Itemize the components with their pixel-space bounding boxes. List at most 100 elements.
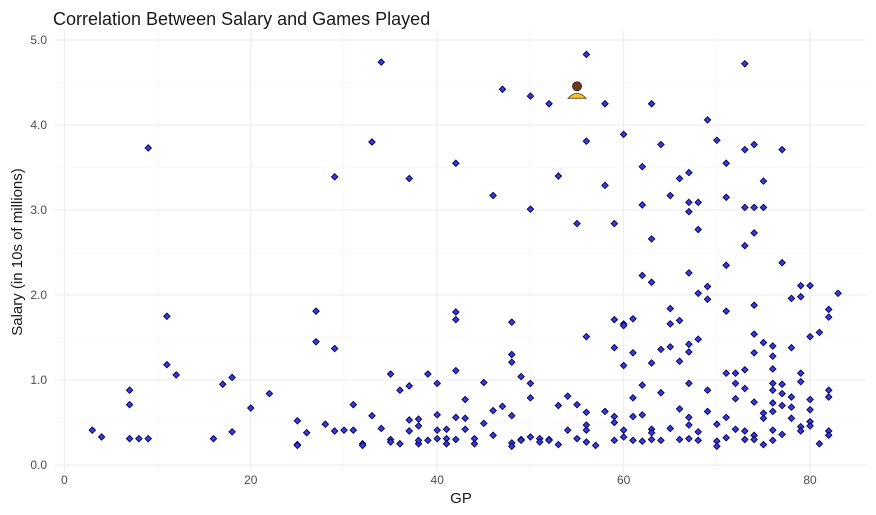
avatar-head [572,81,582,92]
data-point [750,140,758,149]
x-tick-label: 40 [431,473,445,487]
data-point [414,422,423,430]
data-point [396,386,404,395]
data-points [88,50,842,451]
data-point [787,393,796,401]
data-point [740,203,749,212]
data-point [657,388,665,397]
data-point [433,426,442,434]
data-point [685,340,693,349]
data-point [601,181,609,190]
data-point [526,433,535,441]
y-tick-labels: 0.0 1.0 2.0 3.0 4.0 5.0 [30,33,47,472]
data-point [703,295,712,304]
data-point [396,439,404,448]
data-point [330,173,339,181]
data-point [694,289,703,298]
data-point [405,427,414,435]
data-point [573,434,581,443]
data-point [750,203,758,212]
data-point [582,332,591,341]
x-tick-label: 20 [244,473,258,487]
data-point [638,411,647,419]
data-point [507,358,516,366]
data-point [563,426,572,434]
data-point [507,442,516,451]
data-point [759,203,768,212]
data-point [815,439,824,448]
data-point [489,431,497,440]
data-point [209,434,218,443]
x-tick-label: 80 [803,473,817,487]
data-point [526,92,535,100]
data-point [591,441,600,450]
data-point [778,380,786,389]
data-point [172,371,181,379]
data-point [740,241,749,250]
y-tick-label: 5.0 [30,33,47,47]
data-point [321,420,330,429]
data-point [824,305,833,314]
data-point [619,321,628,330]
data-point [461,425,469,434]
data-point [340,426,348,434]
data-point [507,318,516,327]
data-point [386,438,395,446]
data-point [377,424,386,433]
data-point [740,435,749,444]
grid [55,30,866,472]
data-point [424,436,432,445]
data-point [517,372,525,381]
data-point [452,366,460,375]
data-point [703,386,712,395]
data-point [461,414,469,423]
data-point [545,436,553,445]
data-point [97,433,106,441]
data-point [796,427,805,435]
data-point [647,278,656,287]
data-point [703,407,712,416]
data-point [740,384,749,393]
data-point [433,434,442,443]
y-axis-label: Salary (in 10s of millions) [9,168,26,336]
data-point [619,361,628,370]
data-point [694,198,703,207]
data-point [377,58,386,66]
data-point [554,440,563,449]
data-point [787,403,796,412]
data-point [125,386,134,395]
data-point [405,174,414,183]
data-point [685,379,693,388]
data-point [824,431,833,440]
data-point [694,436,703,445]
data-point [582,50,591,59]
data-point [498,85,507,94]
data-point [806,422,814,430]
data-point [685,168,693,177]
data-point [265,389,274,398]
data-point [442,425,451,434]
data-point [647,359,656,367]
data-point [452,413,460,422]
data-point [452,435,460,444]
data-point [489,406,497,415]
data-point [796,281,805,290]
data-point [647,428,656,437]
data-point [246,404,255,412]
data-point [610,315,619,324]
data-point [545,99,553,108]
data-point [768,379,777,388]
data-point [740,59,749,68]
data-point [778,430,786,439]
x-tick-label: 0 [61,473,68,487]
data-point [302,428,311,437]
data-point [759,338,768,347]
data-point [479,419,488,428]
data-point [750,330,758,338]
data-point [731,379,740,388]
data-point [293,441,302,450]
data-point [778,145,786,154]
player-avatar-icon [567,81,587,99]
data-point [824,386,833,395]
data-point [750,435,758,444]
